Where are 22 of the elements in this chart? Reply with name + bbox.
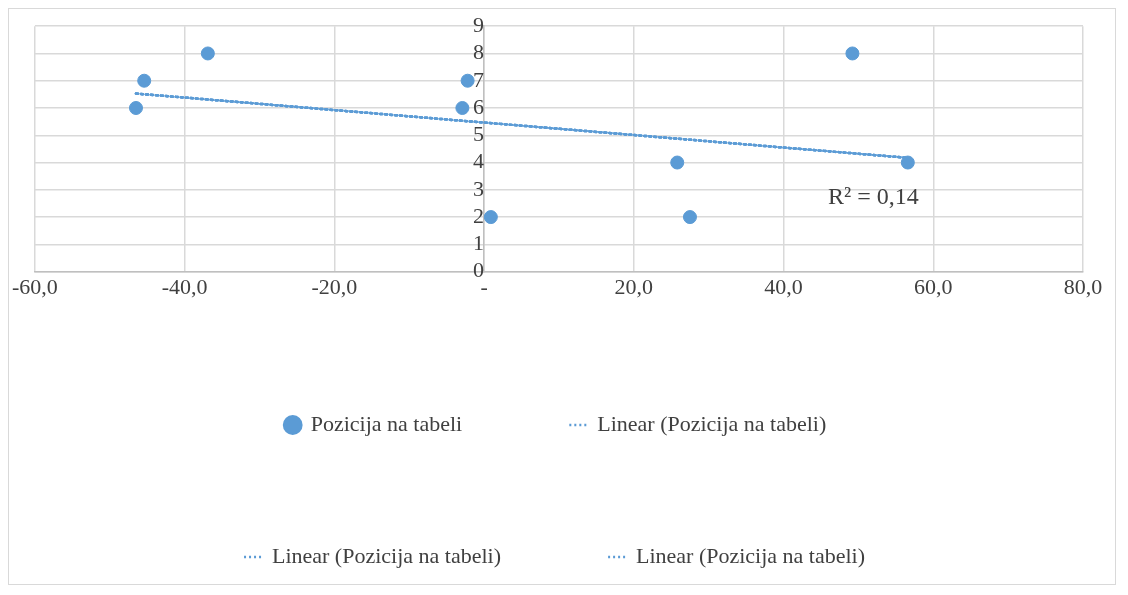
- legend-label: Linear (Pozicija na tabeli): [271, 542, 502, 568]
- y-tick-label: 1: [473, 230, 485, 256]
- annotation: R² = 0,14: [828, 183, 919, 210]
- y-tick-label: 9: [473, 11, 485, 37]
- y-tick-label: 6: [473, 93, 485, 119]
- x-tick-label: -40,0: [161, 273, 208, 299]
- legend-label: Linear (Pozicija na tabeli): [636, 542, 866, 568]
- y-tick-label: 2: [473, 202, 485, 228]
- y-tick-label: 4: [473, 148, 485, 174]
- x-tick-label: -60,0: [12, 273, 58, 299]
- y-tick-label: 0: [473, 257, 485, 283]
- x-tick-label: 20,0: [614, 273, 654, 299]
- x-tick-label: 40,0: [764, 273, 803, 299]
- x-tick-label: 60,0: [914, 273, 953, 299]
- y-tick-label: 7: [473, 66, 485, 92]
- legend-label: Pozicija na tabeli: [310, 410, 463, 436]
- x-tick-label: -20,0: [311, 273, 358, 299]
- y-tick-label: 5: [473, 121, 485, 147]
- legend-label: Linear (Pozicija na tabeli): [597, 410, 827, 436]
- x-tick-label: 80,0: [1063, 273, 1103, 299]
- y-tick-label: 3: [473, 175, 485, 201]
- y-tick-label: 8: [473, 39, 485, 65]
